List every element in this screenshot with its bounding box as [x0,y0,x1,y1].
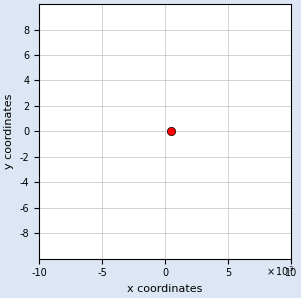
Text: $\times\,10^3$: $\times\,10^3$ [266,265,294,278]
Text: $\times\,10^3$: $\times\,10^3$ [8,0,36,1]
X-axis label: x coordinates: x coordinates [127,284,203,294]
Y-axis label: y coordinates: y coordinates [4,94,14,169]
